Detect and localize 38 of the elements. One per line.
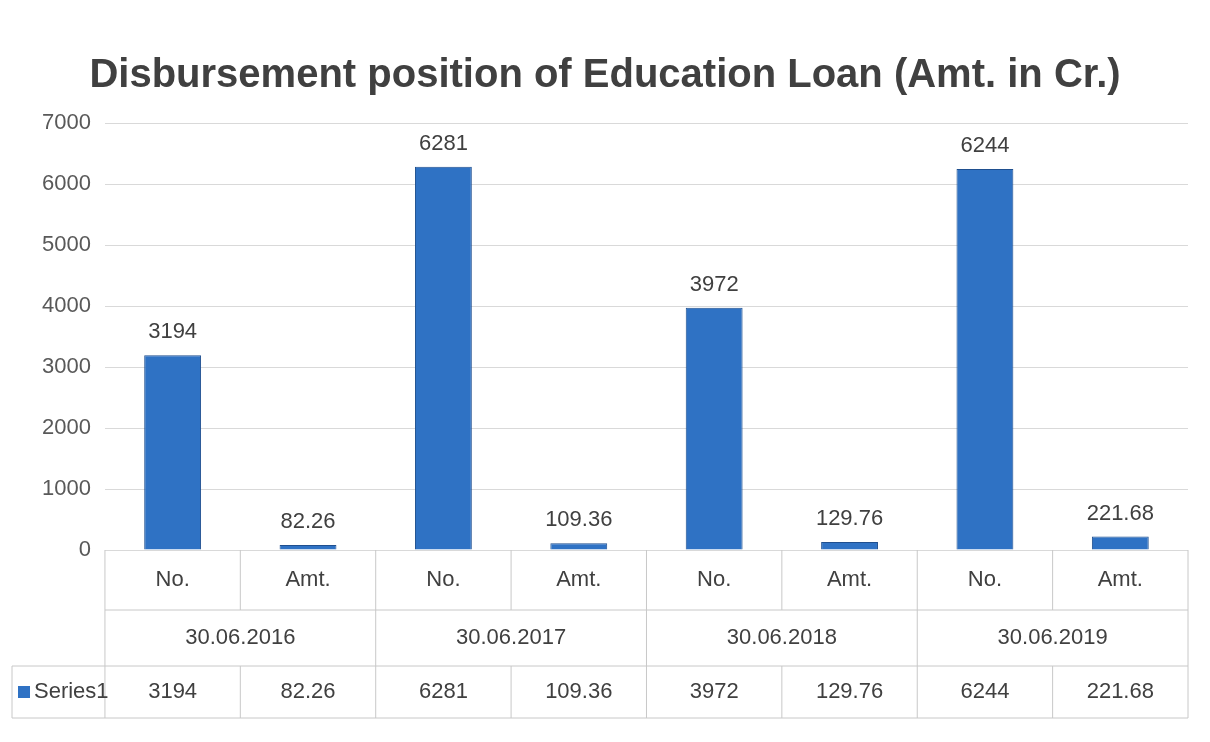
data-label: 6281 [418, 129, 468, 155]
y-tick-label: 1000 [41, 475, 91, 501]
y-tick-label: 4000 [41, 292, 91, 318]
y-tick-label: 3000 [41, 353, 91, 379]
data-label: 3194 [148, 318, 198, 344]
text: 82.26 [280, 678, 336, 704]
text: 129.76 [815, 678, 884, 704]
data-label: 221.68 [1086, 499, 1154, 525]
text: 3194 [148, 678, 198, 704]
text: 6244 [960, 678, 1010, 704]
legend-label: Series1 [34, 678, 109, 704]
x-tick-label: Amt. [1097, 566, 1143, 592]
x-tick-label: No. [155, 566, 190, 592]
x-tick-label: No. [426, 566, 461, 592]
text: 30.06.2016 [185, 624, 296, 650]
x-tick-label: Amt. [285, 566, 331, 592]
data-label: 6244 [960, 132, 1010, 158]
text: 221.68 [1086, 678, 1154, 704]
x-tick-label: No. [697, 566, 732, 592]
y-tick-label: 0 [78, 536, 91, 562]
x-tick-label: Amt. [556, 566, 602, 592]
data-label: 82.26 [280, 508, 336, 534]
x-tick-label: Amt. [826, 566, 873, 592]
data-label: 129.76 [815, 505, 884, 531]
y-tick-label: 2000 [41, 414, 91, 440]
data-label: 3972 [689, 270, 739, 296]
text: 30.06.2018 [726, 624, 837, 650]
text: 30.06.2019 [997, 624, 1108, 650]
data-label: 109.36 [545, 506, 613, 532]
y-tick-label: 5000 [41, 231, 91, 257]
y-tick-label: 7000 [41, 109, 91, 135]
x-tick-label: No. [967, 566, 1003, 592]
text: 6281 [418, 678, 468, 704]
text: 30.06.2017 [456, 624, 567, 650]
chart-title: Disbursement position of Education Loan (Amt. in Cr.) [89, 51, 1121, 96]
y-tick-label: 6000 [41, 170, 91, 196]
text: 3972 [689, 678, 739, 704]
text: 109.36 [545, 678, 613, 704]
